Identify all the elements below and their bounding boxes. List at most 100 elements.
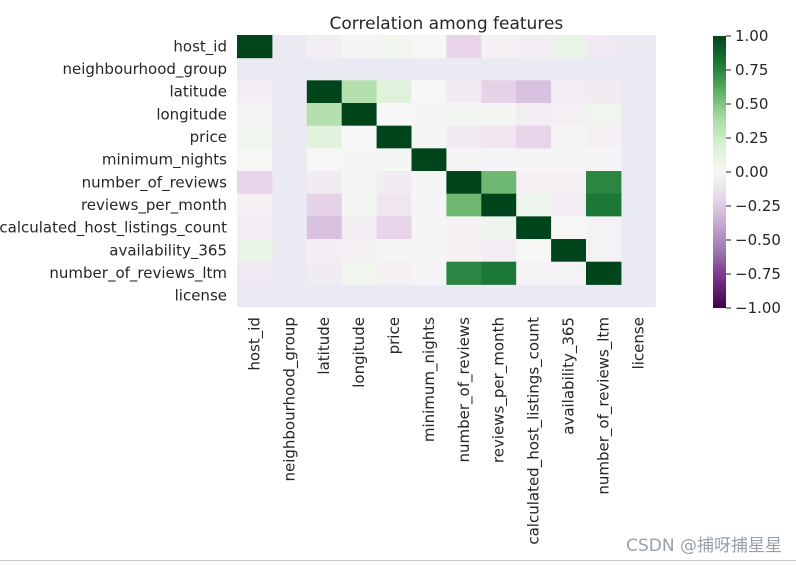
heatmap-cell [237, 216, 273, 240]
heatmap-cell [586, 80, 622, 104]
heatmap-cell [481, 261, 517, 285]
heatmap-cell [481, 35, 517, 59]
colorbar-tick-label: −1.00 [735, 299, 781, 317]
heatmap-cell [411, 216, 447, 240]
heatmap-cell [516, 125, 552, 149]
heatmap-cell [237, 125, 273, 149]
heatmap-cell [306, 239, 343, 263]
heatmap-cell [516, 103, 552, 127]
heatmap-cell [341, 148, 378, 172]
heatmap-cell [516, 193, 552, 217]
watermark-text: CSDN @捕呀捕星星 [626, 536, 782, 556]
heatmap-cell [237, 80, 273, 104]
heatmap-cell [341, 171, 378, 195]
chart-title: Correlation among features [330, 14, 564, 34]
y-tick-label: latitude [169, 83, 227, 101]
y-tick-label: neighbourhood_group [63, 60, 228, 79]
x-tick-label: number_of_reviews_ltm [594, 317, 613, 495]
heatmap-cell [446, 80, 482, 104]
y-tick-label: host_id [173, 37, 227, 56]
heatmap-cell [481, 239, 517, 263]
x-tick-label: availability_365 [560, 317, 579, 435]
heatmap-cell [551, 148, 587, 172]
heatmap-cell [516, 239, 552, 263]
heatmap-cell [446, 216, 482, 240]
heatmap-cell [586, 171, 622, 195]
x-tick-label: number_of_reviews [455, 317, 474, 463]
heatmap-cell [481, 216, 517, 240]
heatmap-cell [551, 239, 587, 263]
heatmap-cell [376, 261, 412, 285]
colorbar-tick-label: −0.75 [735, 265, 781, 283]
heatmap-cell [586, 239, 622, 263]
x-tick-label: minimum_nights [420, 317, 439, 442]
heatmap-cell [306, 216, 343, 240]
heatmap-cell [551, 216, 587, 240]
heatmap-cell [376, 35, 412, 59]
heatmap-cell [446, 193, 482, 217]
y-tick-label: reviews_per_month [81, 196, 227, 215]
heatmap-cell [481, 80, 517, 104]
heatmap-cell [586, 261, 622, 285]
heatmap-cell [481, 125, 517, 149]
colorbar-tick-label: −0.50 [735, 231, 781, 249]
x-tick-label: longitude [350, 317, 368, 388]
heatmap-cell [516, 261, 552, 285]
heatmap-cell [446, 103, 482, 127]
colorbar-tick-label: 0.25 [735, 129, 768, 147]
heatmap-cell [551, 80, 587, 104]
heatmap-cell [446, 261, 482, 285]
heatmap-cell [446, 171, 482, 195]
x-tick-label: host_id [245, 317, 264, 371]
heatmap-cell [586, 216, 622, 240]
heatmap-cell [341, 103, 378, 127]
colorbar [713, 36, 726, 308]
heatmap-cell [446, 35, 482, 59]
heatmap-cell [411, 148, 447, 172]
heatmap-cell [376, 148, 412, 172]
heatmap-cell [306, 35, 343, 59]
heatmap-cell [237, 103, 273, 127]
heatmap-cell [481, 171, 517, 195]
x-tick-label: license [629, 317, 647, 369]
heatmap-cell [376, 125, 412, 149]
heatmap-cell [237, 193, 273, 217]
heatmap-cell [376, 216, 412, 240]
heatmap-cell [341, 193, 378, 217]
y-tick-label: price [190, 128, 227, 146]
heatmap-cell [551, 125, 587, 149]
colorbar-tick-label: 1.00 [735, 27, 768, 45]
heatmap-cell [306, 193, 343, 217]
heatmap-cell [237, 171, 273, 195]
heatmap-cell [586, 148, 622, 172]
heatmap-cell [551, 261, 587, 285]
heatmap-cell [551, 35, 587, 59]
heatmap-cell [516, 35, 552, 59]
heatmap-cell [306, 80, 343, 104]
heatmap-cell [306, 125, 343, 149]
colorbar-tick-label: 0.00 [735, 163, 768, 181]
heatmap-cell [586, 125, 622, 149]
heatmap-cell [411, 80, 447, 104]
heatmap-cell [411, 103, 447, 127]
x-tick-label: neighbourhood_group [280, 317, 299, 482]
heatmap-cell [376, 103, 412, 127]
heatmap-cell [341, 35, 378, 59]
heatmap-cell [481, 193, 517, 217]
heatmap-cell [306, 103, 343, 127]
heatmap-cell [446, 125, 482, 149]
colorbar-tick-label: 0.50 [735, 95, 768, 113]
heatmap-cell [516, 148, 552, 172]
heatmap-cell [376, 193, 412, 217]
heatmap-cell [237, 239, 273, 263]
heatmap-cell [411, 261, 447, 285]
heatmap-cell [446, 148, 482, 172]
heatmap-cell [411, 35, 447, 59]
y-tick-label: license [175, 287, 227, 305]
heatmap-cell [237, 148, 273, 172]
heatmap-cell [586, 35, 622, 59]
heatmap-cell [551, 171, 587, 195]
y-tick-label: number_of_reviews [82, 173, 228, 192]
